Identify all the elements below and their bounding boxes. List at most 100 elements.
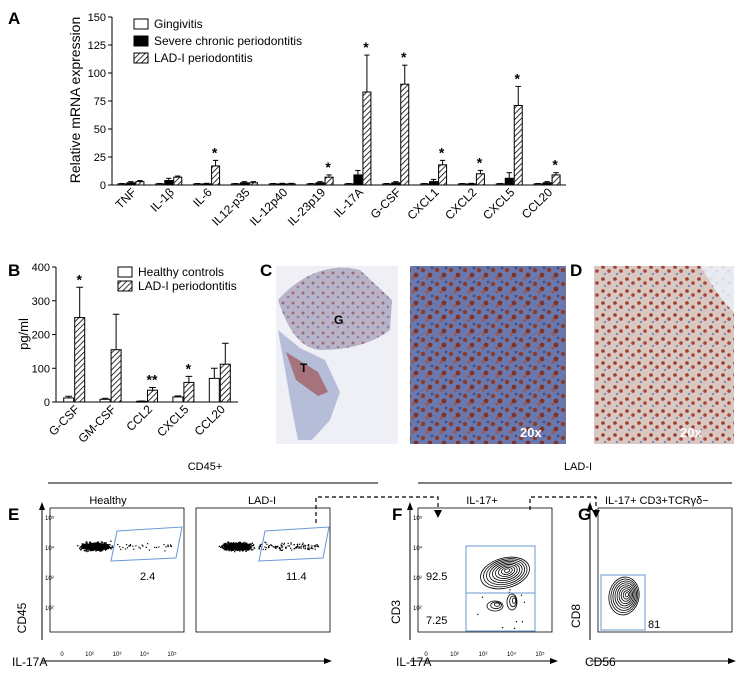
bar — [420, 183, 430, 186]
bar — [208, 377, 220, 403]
bar — [126, 182, 136, 186]
bar — [513, 104, 523, 186]
category-label: CCL20 — [519, 185, 556, 222]
panel-letter-a: A — [8, 9, 20, 28]
histology-image-c-20x: 20x — [410, 266, 566, 444]
category-label: CXCL5 — [480, 185, 517, 222]
gate-f-lower — [465, 592, 536, 632]
f-x-arrow — [550, 658, 558, 664]
y-tick-label: 200 — [32, 330, 50, 342]
category-label: IL12-p35 — [209, 185, 253, 229]
g-value: 81 — [648, 619, 660, 631]
significance-marker: * — [552, 157, 558, 173]
e-healthy-value: 2.4 — [140, 571, 155, 583]
bar — [117, 183, 127, 186]
bar — [193, 183, 203, 186]
x-tick-label: 10³ — [113, 652, 122, 658]
significance-marker: * — [212, 144, 218, 160]
significance-marker: * — [186, 360, 192, 376]
g-xaxis-label: CD56 — [585, 655, 616, 669]
label-t: T — [300, 361, 308, 375]
legend-label: LAD-I periodontitis — [154, 51, 253, 65]
x-tick-label: 10³ — [479, 652, 488, 658]
x-tick-label: 10⁵ — [535, 651, 545, 658]
bar — [110, 349, 122, 403]
bar — [135, 181, 145, 186]
group-label-ladi: LAD-I — [564, 461, 592, 473]
g-y-arrow — [587, 502, 593, 510]
label-g: G — [334, 313, 343, 327]
bar — [286, 183, 296, 186]
bar — [268, 183, 278, 186]
f-title: IL-17+ — [466, 495, 498, 507]
flow-plot-e-ladi: 11.4 — [195, 507, 331, 633]
legend-label: LAD-I periodontitis — [138, 279, 237, 293]
category-label: CCL20 — [192, 402, 229, 439]
significance-marker: ** — [147, 371, 158, 387]
bar — [277, 183, 287, 186]
e-ladi-title: LAD-I — [248, 495, 276, 507]
x-tick-label: 0 — [424, 652, 428, 658]
legend-swatch — [117, 280, 133, 292]
gate-e-healthy — [110, 526, 183, 562]
panel-letter-f: F — [392, 505, 402, 524]
flow-plot-e-healthy: 2.4 — [49, 507, 185, 633]
category-label: CXCL2 — [442, 185, 479, 222]
bar — [63, 397, 75, 403]
bar — [382, 183, 392, 186]
connector-e-to-f — [315, 496, 439, 523]
bar — [315, 182, 325, 186]
x-tick-label: 10² — [450, 652, 459, 658]
chart-b-ylabel: pg/ml — [16, 318, 31, 350]
bar — [164, 180, 174, 186]
f-yaxis-label: CD3 — [389, 600, 403, 624]
g-yaxis-label: CD8 — [569, 604, 583, 628]
gate-g — [600, 574, 646, 631]
category-label: GM-CSF — [75, 402, 118, 445]
bar — [457, 183, 467, 186]
category-label: CXCL5 — [154, 402, 191, 439]
significance-marker: * — [401, 49, 407, 65]
category-label: IL-6 — [190, 185, 215, 210]
y-tick-label: 50 — [94, 124, 106, 136]
y-tick-label: 125 — [88, 40, 106, 52]
y-tick-label: 10³ — [45, 576, 54, 582]
flow-plot-g: 81 — [597, 507, 733, 633]
x-tick-label: 10² — [85, 652, 94, 658]
panel-letter-d: D — [570, 261, 582, 280]
bar — [495, 183, 505, 186]
g-x-arrow — [728, 658, 736, 664]
y-tick-label: 100 — [32, 363, 50, 375]
f-lower-value: 7.25 — [426, 615, 447, 627]
bar — [172, 396, 184, 403]
significance-marker: * — [477, 154, 483, 170]
category-label: G-CSF — [368, 185, 404, 221]
significance-marker: * — [76, 271, 82, 287]
y-tick-label: 100 — [88, 68, 106, 80]
histology-image-c-overview: G T — [276, 266, 398, 444]
magnification-d: 20x — [680, 425, 702, 440]
bar — [173, 176, 183, 186]
bar — [155, 183, 165, 186]
bar — [438, 164, 448, 186]
y-tick-label: 25 — [94, 152, 106, 164]
connector-f-to-g-arrow — [592, 510, 600, 518]
magnification-c: 20x — [520, 425, 542, 440]
significance-marker: * — [363, 39, 369, 55]
category-label: IL-12p40 — [247, 185, 291, 229]
bar — [551, 174, 561, 186]
legend-label: Severe chronic periodontitis — [154, 34, 302, 48]
bar — [504, 177, 514, 186]
significance-marker: * — [515, 70, 521, 86]
f-upper-value: 92.5 — [426, 571, 447, 583]
histology-image-d-20x: 20x — [594, 266, 734, 444]
y-tick-label: 0 — [44, 397, 50, 409]
bar — [99, 398, 111, 403]
significance-marker: * — [325, 159, 331, 175]
y-tick-label: 0 — [100, 180, 106, 192]
legend-swatch — [117, 266, 133, 278]
legend-swatch — [133, 52, 149, 64]
bar — [219, 363, 231, 403]
